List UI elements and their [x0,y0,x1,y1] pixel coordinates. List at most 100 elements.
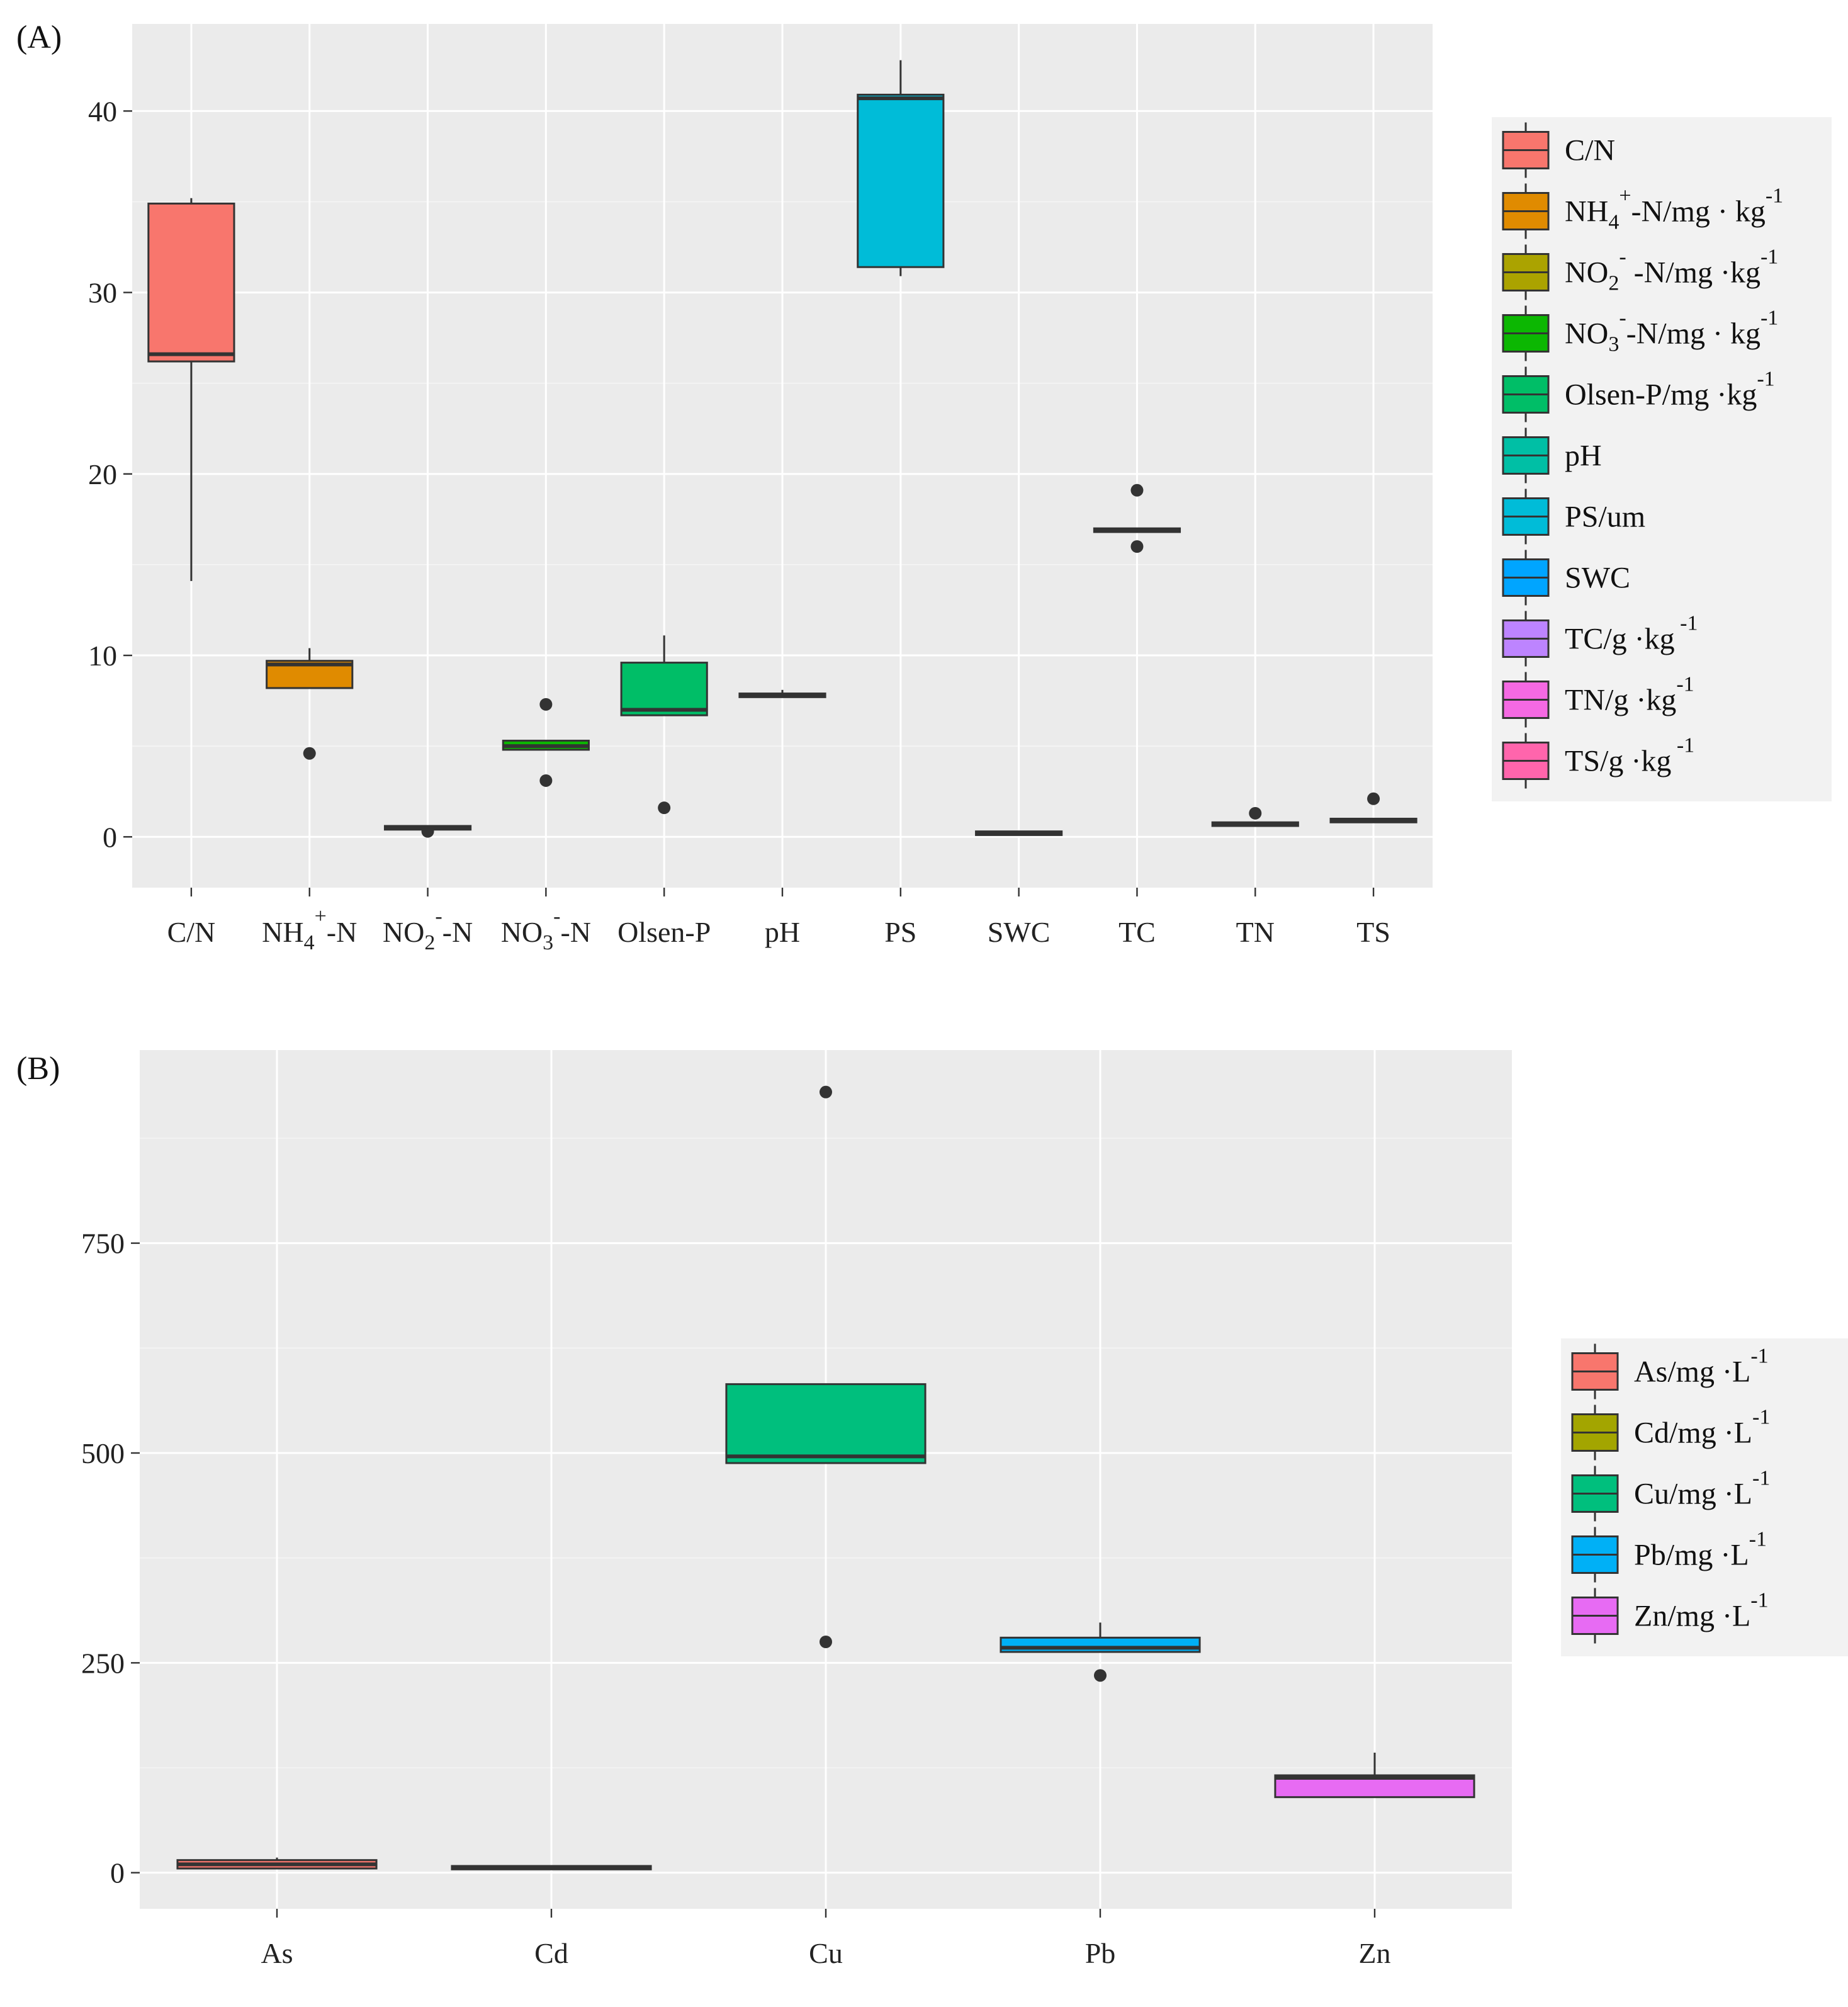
y-tick-label: 30 [88,277,117,309]
legend-label-part: TC/g ·kg [1565,623,1675,656]
legend-label-part: -1 [1761,246,1778,269]
legend-label: As/mg ·L-1 [1634,1345,1769,1389]
outlier-point [1130,483,1144,497]
outlier-point [421,825,434,838]
legend-label-part: NO [1565,317,1608,351]
legend-label-part: - [1619,246,1626,269]
legend-item-swc: SWC [1502,550,1630,606]
x-tick-label-part: - [553,905,560,928]
x-tick-label-part: As [261,1937,293,1969]
legend-label-part: -N/mg ·kg [1626,256,1761,290]
x-tick-label-part: -N [560,916,591,948]
legend-label-part: -1 [1750,1589,1768,1612]
legend-label: PS/um [1565,500,1645,534]
y-tick-label: 0 [110,1857,125,1889]
legend-label-part: + [1619,184,1631,208]
legend-label-part: As/mg ·L [1634,1355,1750,1389]
legend-label-part: -1 [1766,184,1783,208]
box-iqr [147,202,235,363]
x-tick-label: SWC [988,916,1051,948]
x-tick-label-part: -N [327,916,358,948]
x-tick-label-part: NH [262,916,303,948]
legend-label-part: 4 [1608,211,1619,234]
legend-label-part: 3 [1608,333,1619,356]
x-tick-label-part: - [435,905,442,928]
x-tick-label-part: TC [1118,916,1156,948]
x-tick-label-part: TS [1356,916,1390,948]
legend-label: C/N [1565,134,1615,167]
x-tick-label: NO3--N [501,905,591,954]
outlier-point [820,1085,832,1099]
legend-item-cu: Cu/mg ·L-1 [1571,1466,1770,1522]
legend-label: NH4+-N/mg · kg-1 [1565,184,1783,234]
panel-label: (B) [16,1051,60,1087]
legend-label: SWC [1565,562,1630,595]
x-tick-label-part: TN [1236,916,1275,948]
legend-item-pb: Pb/mg ·L-1 [1571,1527,1767,1583]
x-tick-label: Cu [809,1937,843,1969]
legend-label-part: Olsen-P/mg ·kg [1565,378,1757,412]
legend-label-part: 2 [1608,272,1619,295]
legend-label-part: PS/um [1565,500,1645,534]
x-tick-label-part: SWC [988,916,1051,948]
x-tick-label-part: + [315,905,327,928]
legend-label-part: pH [1565,439,1602,473]
legend-label-part: -N/mg · kg [1626,317,1761,351]
box-as [176,1857,378,1870]
legend-label-part: C/N [1565,134,1615,167]
legend-label-part: Pb/mg ·L [1634,1539,1749,1572]
legend-item-cn: C/N [1502,122,1615,178]
x-tick-label-part: Cu [809,1937,843,1969]
legend-label-part: NO [1565,256,1608,290]
box-olsenp [620,635,708,815]
legend-label-part: -1 [1761,307,1778,330]
box-ps [857,60,945,276]
y-tick-label: 250 [81,1647,125,1679]
outlier-point [1094,1669,1107,1682]
box-ph [738,689,826,698]
x-tick-label-part: PS [884,916,916,948]
x-tick-label-part: 2 [424,931,435,954]
box-iqr [725,1383,927,1464]
box-nh4 [266,648,354,760]
legend-label-part: Cu/mg ·L [1634,1478,1752,1511]
x-tick-label-part: 4 [304,931,315,954]
legend-label: TC/g ·kg -1 [1565,612,1698,656]
x-tick-label: pH [765,916,800,948]
legend-item-nh4: NH4+-N/mg · kg-1 [1502,183,1783,239]
x-tick-label-part: NO [501,916,543,948]
legend-label: NO2- -N/mg ·kg-1 [1565,246,1778,295]
panel-label: (A) [16,20,62,55]
x-tick-label: Cd [534,1937,568,1969]
legend-label: NO3--N/mg · kg-1 [1565,307,1778,356]
x-tick-label-part: -N [442,916,473,948]
box-swc [975,830,1063,836]
x-tick-label-part: Olsen-P [617,916,711,948]
box-cn [147,198,235,581]
box-ts [1329,792,1417,823]
y-tick-label: 0 [103,821,117,853]
legend-item-tn: TN/g ·kg-1 [1502,672,1694,728]
outlier-point [539,698,553,711]
legend-label-part: -1 [1757,368,1774,391]
outlier-point [539,774,553,787]
legend-label-part: -1 [1671,734,1694,757]
x-tick-label-part: 3 [543,931,553,954]
x-tick-label: TS [1356,916,1390,948]
legend-label: TS/g ·kg -1 [1565,734,1694,778]
box-iqr [620,662,708,716]
legend-item-olsenp: Olsen-P/mg ·kg-1 [1502,366,1775,422]
box-tc [1093,483,1181,553]
legend-item-no3: NO3--N/mg · kg-1 [1502,305,1778,361]
outlier-point [1130,540,1144,553]
legend-item-tc: TC/g ·kg -1 [1502,611,1698,667]
x-tick-label-part: C/N [167,916,216,948]
legend-label: Cd/mg ·L-1 [1634,1406,1770,1450]
outlier-point [1367,792,1380,805]
box-no2 [383,825,472,838]
y-tick-label: 10 [88,640,117,672]
legend-label-part: SWC [1565,562,1630,595]
box-cd [451,1865,652,1870]
